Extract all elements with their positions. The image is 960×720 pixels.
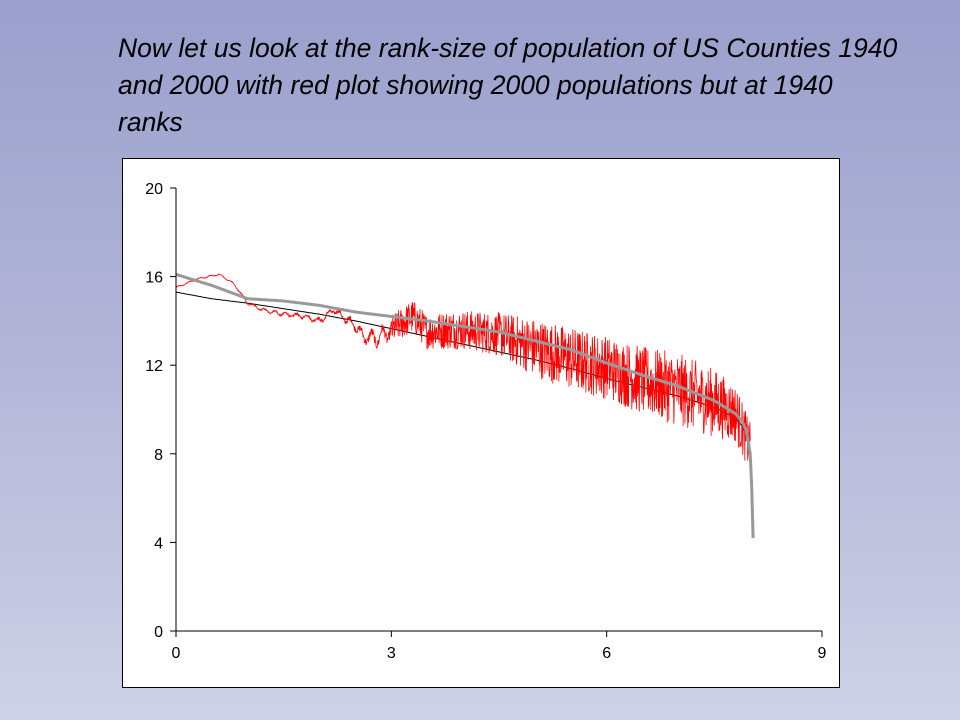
x-tick-label: 6	[602, 645, 611, 662]
series-line-2	[176, 273, 751, 463]
x-tick-label: 9	[818, 645, 827, 662]
x-tick-label: 3	[387, 645, 396, 662]
axis-layer: 0 4 8 12 16 20 0 3 6 9	[145, 181, 826, 662]
chart-frame: 0 4 8 12 16 20 0 3 6 9	[122, 158, 840, 688]
y-tick-label: 0	[154, 624, 163, 641]
slide-title: Now let us look at the rank-size of popu…	[118, 33, 898, 137]
x-tick-label: 0	[172, 645, 181, 662]
y-tick-label: 12	[145, 358, 163, 375]
rank-size-chart: 0 4 8 12 16 20 0 3 6 9	[145, 181, 826, 662]
series-line-1	[175, 272, 755, 539]
y-tick-label: 16	[145, 270, 163, 287]
y-tick-label: 8	[154, 447, 163, 464]
series-layer	[175, 272, 755, 539]
y-tick-label: 20	[145, 181, 163, 198]
y-tick-label: 4	[154, 535, 163, 552]
